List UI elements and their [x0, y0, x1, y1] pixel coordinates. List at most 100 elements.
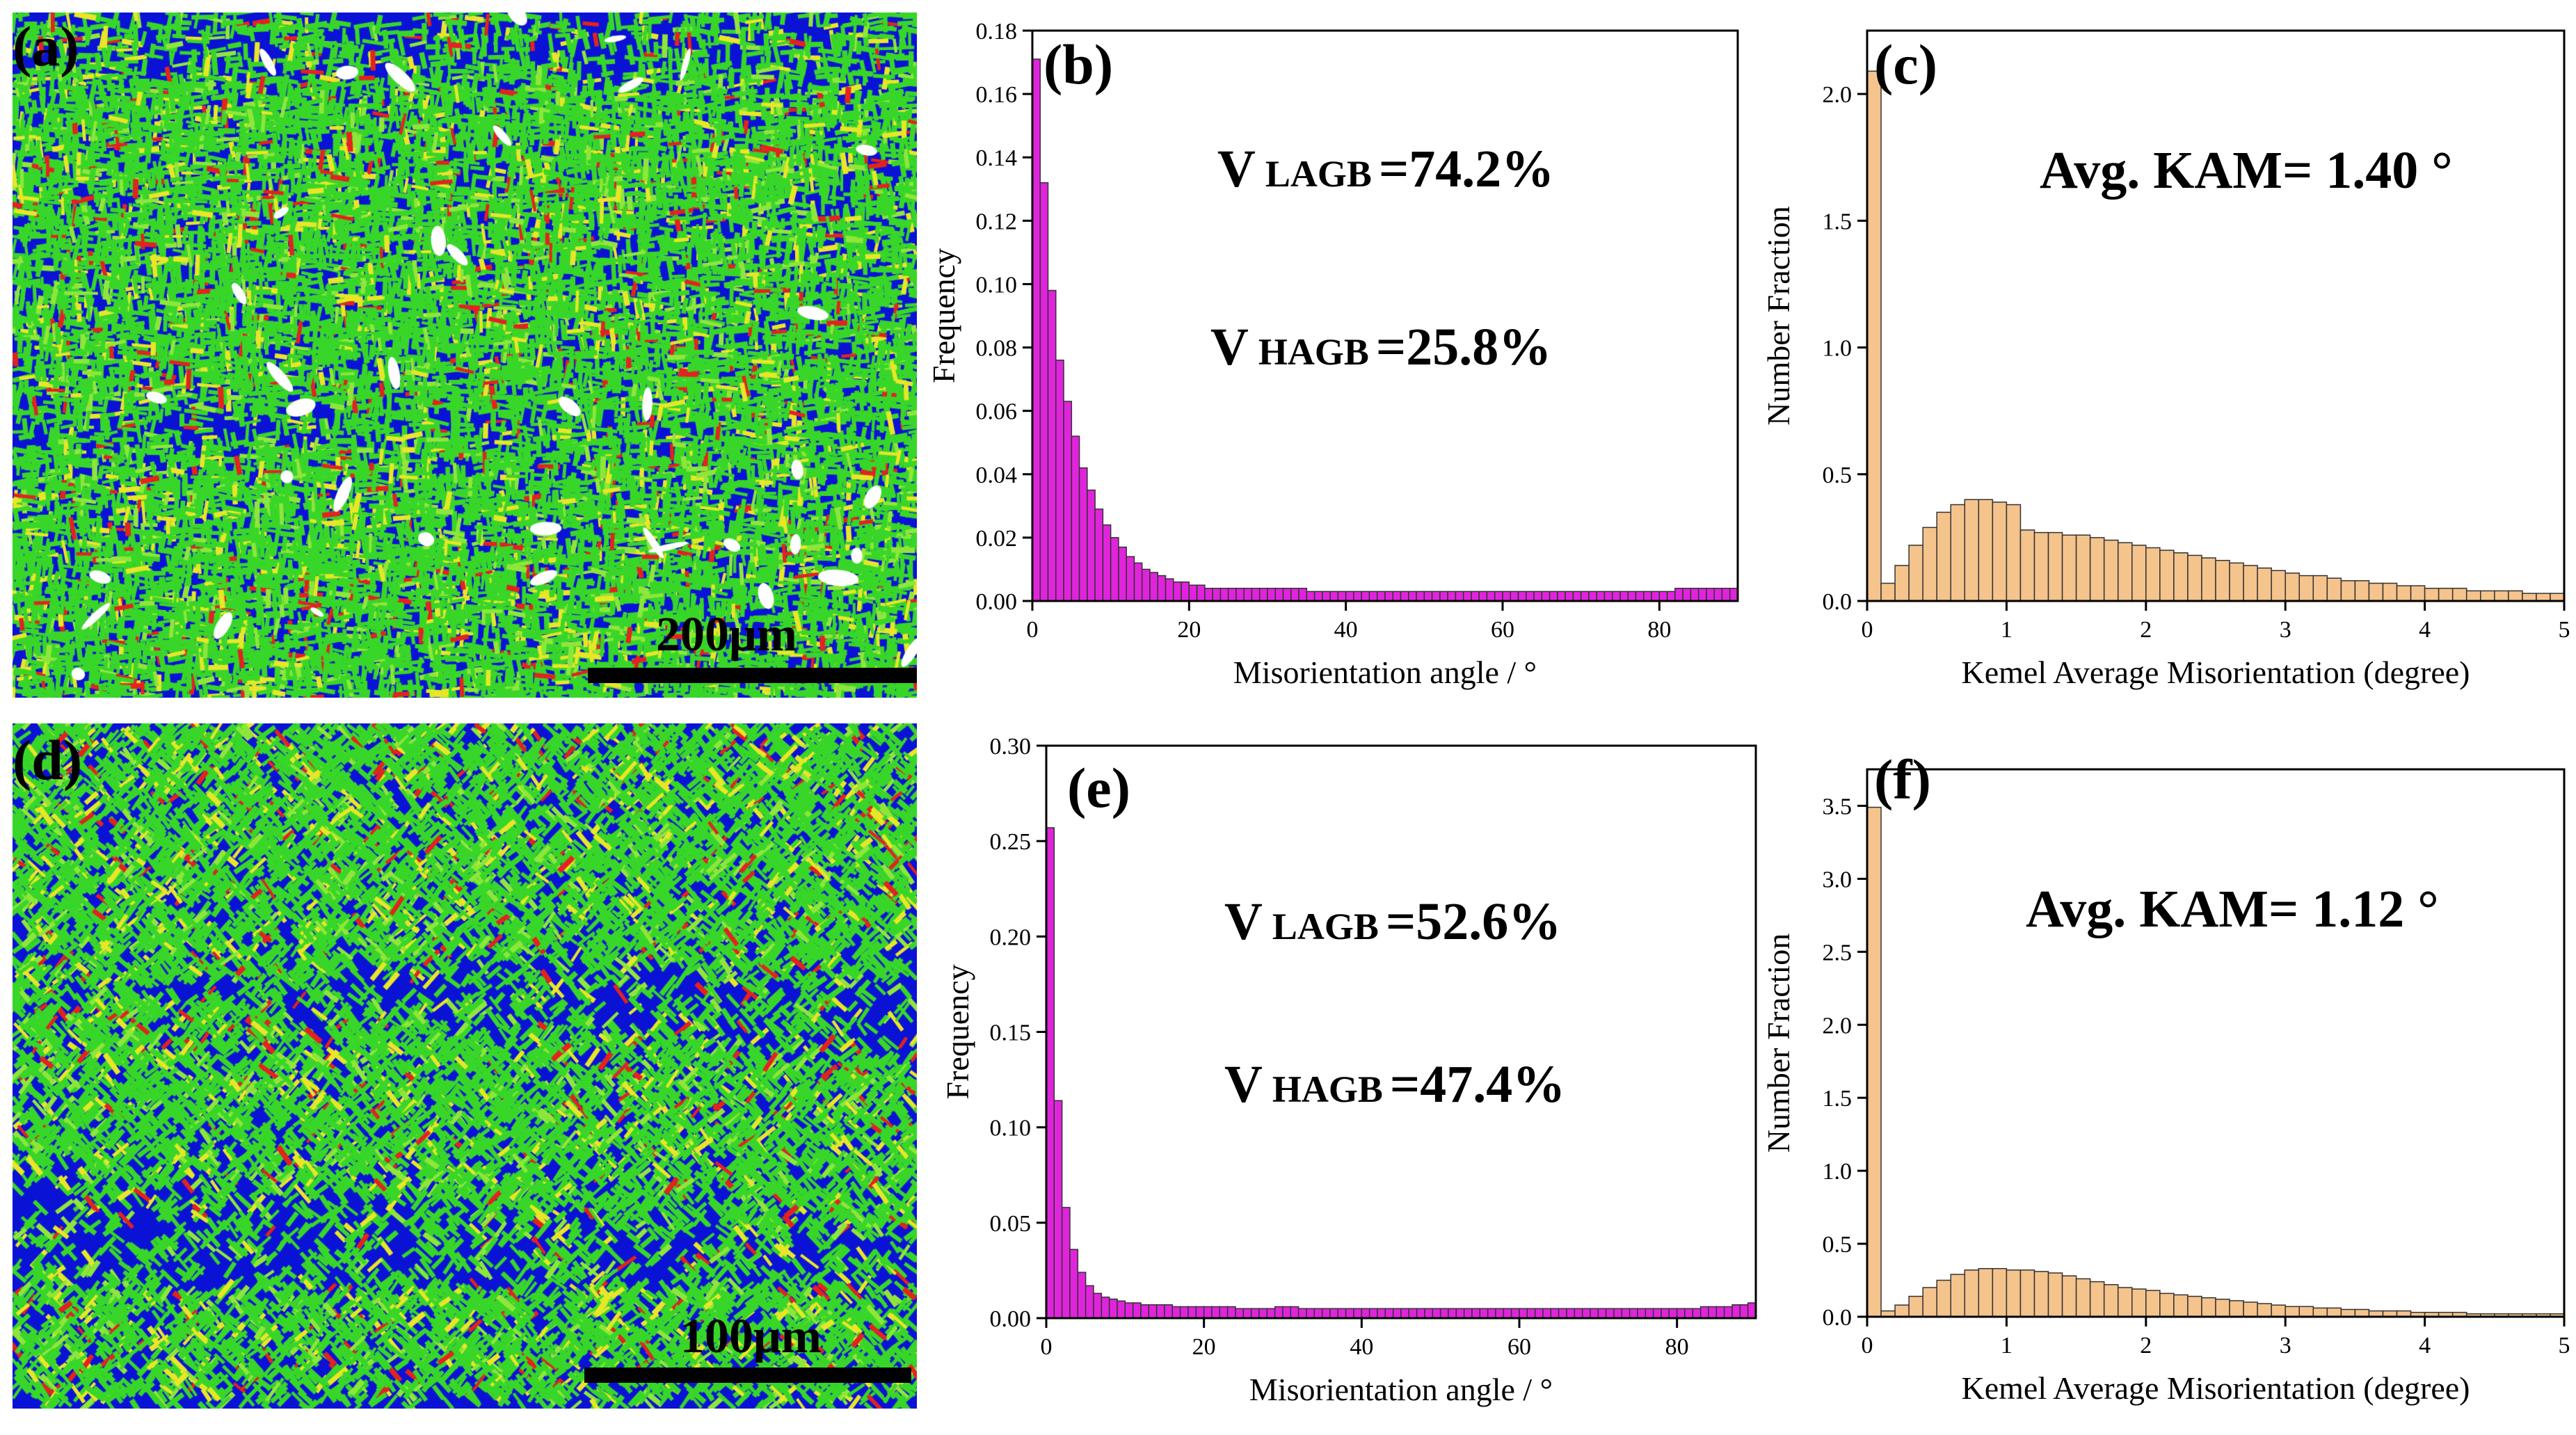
histogram-bar — [2257, 1303, 2272, 1317]
histogram-bar — [1637, 1308, 1647, 1319]
x-tick-label: 60 — [1507, 1334, 1531, 1360]
y-tick-label: 0.16 — [976, 82, 1018, 108]
histogram-bar — [1353, 591, 1362, 602]
histogram-bar — [1629, 1308, 1638, 1319]
histogram-bar — [2410, 585, 2426, 602]
annotation-value: =52.6% — [1386, 892, 1561, 951]
histogram-bar — [1219, 588, 1229, 602]
y-tick-label: 0.5 — [1823, 463, 1853, 488]
histogram-bar — [2326, 577, 2342, 602]
annotation: Avg. KAM= 1.40 ° — [2040, 141, 2453, 200]
histogram-bar — [1093, 1292, 1103, 1319]
scale-bar-d — [584, 1368, 911, 1383]
annotation-subscript: HAGB — [1258, 331, 1369, 373]
histogram-bar — [1723, 1306, 1733, 1319]
histogram-bar — [2285, 572, 2300, 602]
y-tick-label: 0.10 — [976, 272, 1018, 298]
chart-f: 0.0 0.5 1.0 1.5 2.0 2.5 3.0 3.5 0 1 2 3 4 5 Kemel Aver… — [1761, 748, 2570, 1406]
histogram-bar — [1471, 591, 1480, 602]
x-tick-label: 1 — [2001, 617, 2013, 643]
histogram-bar — [2103, 1284, 2119, 1317]
histogram-bar — [2075, 534, 2091, 602]
histogram-bar — [1699, 1306, 1709, 1319]
chart-e-frame — [1045, 744, 1757, 1320]
histogram-bar — [1227, 588, 1237, 602]
histogram-bar — [1266, 1308, 1276, 1319]
annotation: Avg. KAM= 1.12 ° — [2026, 880, 2439, 938]
histogram-bar — [1165, 578, 1174, 602]
y-tick-label: 1.0 — [1823, 336, 1853, 362]
histogram-bar — [2061, 1275, 2077, 1317]
histogram-bar — [2117, 542, 2133, 602]
histogram-bar — [1692, 1308, 1702, 1319]
histogram-bar — [1478, 591, 1488, 602]
histogram-bar — [1503, 1308, 1512, 1319]
histogram-bar — [2522, 593, 2537, 602]
histogram-bar — [2243, 565, 2258, 602]
histogram-bar — [1565, 591, 1574, 602]
histogram-bar — [1102, 524, 1112, 602]
histogram-bar — [1101, 1297, 1110, 1319]
histogram-bar — [1541, 591, 1551, 602]
histogram-bar — [1203, 1306, 1213, 1319]
histogram-bar — [1071, 435, 1080, 602]
annotation: V LAGB =52.6% — [1224, 892, 1561, 951]
histogram-bar — [1087, 489, 1096, 602]
histogram-bar — [1251, 588, 1261, 602]
histogram-bar — [1549, 591, 1558, 602]
histogram-bar — [1574, 1308, 1583, 1319]
y-tick-label: 0.02 — [976, 526, 1018, 552]
histogram-bar — [1243, 588, 1253, 602]
y-axis-title: Number Fraction — [1761, 933, 1796, 1153]
histogram-bar — [1306, 1308, 1315, 1319]
histogram-bar — [2340, 580, 2356, 602]
histogram-bar — [1713, 588, 1723, 602]
histogram-bar — [1471, 1308, 1481, 1319]
histogram-bar — [1486, 591, 1496, 602]
histogram-bar — [1510, 1308, 1520, 1319]
histogram-bar — [2075, 1278, 2091, 1317]
histogram-bar — [1046, 827, 1055, 1319]
histogram-bar — [1179, 1306, 1189, 1319]
histogram-bar — [1645, 1308, 1654, 1319]
histogram-bar — [1400, 1308, 1410, 1319]
histogram-bar — [2159, 550, 2175, 602]
histogram-bar — [1290, 1306, 1299, 1319]
histogram-bar — [1557, 591, 1566, 602]
histogram-bar — [1739, 1304, 1749, 1319]
annotation: V HAGB =25.8% — [1210, 318, 1551, 376]
histogram-bar — [1448, 1308, 1457, 1319]
histogram-bar — [1392, 1308, 1402, 1319]
x-tick-label: 2 — [2140, 617, 2152, 643]
histogram-bar — [1964, 1269, 1980, 1317]
histogram-bar — [1368, 1308, 1378, 1319]
panel-label-c: (c) — [1874, 33, 1937, 96]
histogram-bar — [1596, 591, 1606, 602]
y-axis-title: Frequency — [926, 248, 961, 383]
x-tick-label: 60 — [1491, 617, 1514, 643]
annotation-value: =25.8% — [1376, 318, 1551, 376]
histogram-bar — [1053, 1100, 1063, 1319]
x-axis-title: Kemel Average Misorientation (degree) — [1961, 1370, 2470, 1406]
histogram-bar — [1424, 1308, 1434, 1319]
histogram-bar — [1384, 1308, 1394, 1319]
histogram-bar — [1652, 1308, 1662, 1319]
histogram-bar — [1463, 1308, 1473, 1319]
histogram-bar — [1992, 1267, 2008, 1317]
y-tick-label: 3.0 — [1823, 867, 1853, 892]
annotation-prefix: V — [1224, 1055, 1263, 1114]
histogram-bar — [1439, 1308, 1449, 1319]
annotation: V HAGB =47.4% — [1224, 1055, 1565, 1114]
histogram-bar — [2145, 547, 2161, 602]
x-tick-label: 5 — [2559, 617, 2570, 643]
x-tick-label: 80 — [1665, 1334, 1689, 1360]
histogram-bar — [1721, 588, 1731, 602]
histogram-bar — [2047, 1272, 2063, 1317]
chart-c-frame — [1866, 29, 2566, 602]
y-tick-label: 0.20 — [990, 924, 1032, 950]
y-tick-label: 0.18 — [976, 19, 1018, 45]
histogram-bar — [1517, 591, 1527, 602]
histogram-bar — [2187, 554, 2202, 602]
histogram-bar — [1922, 527, 1937, 602]
